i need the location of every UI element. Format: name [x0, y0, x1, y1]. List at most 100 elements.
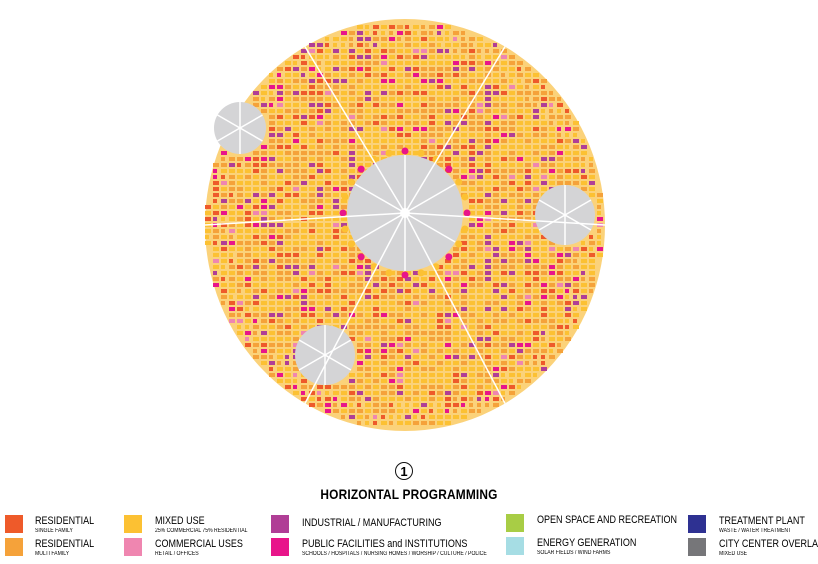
parcel	[469, 397, 473, 401]
parcel	[277, 253, 283, 257]
parcel	[333, 319, 339, 323]
parcel	[357, 283, 363, 287]
parcel	[293, 67, 299, 71]
parcel	[357, 337, 363, 341]
parcel	[421, 403, 427, 407]
parcel	[501, 151, 507, 155]
parcel	[269, 109, 275, 113]
parcel	[325, 55, 329, 59]
parcel	[293, 301, 299, 305]
parcel	[493, 223, 499, 227]
parcel	[325, 79, 331, 83]
parcel	[397, 31, 403, 35]
parcel	[541, 337, 545, 341]
parcel	[525, 301, 531, 305]
parcel	[549, 115, 555, 119]
parcel	[381, 31, 385, 35]
parcel	[405, 355, 411, 359]
parcel	[461, 145, 467, 149]
parcel	[421, 355, 427, 359]
parcel	[533, 97, 539, 101]
parcel	[381, 391, 387, 395]
parcel	[589, 181, 595, 185]
parcel	[437, 61, 443, 65]
parcel	[381, 283, 387, 287]
parcel	[333, 169, 339, 173]
parcel	[325, 391, 329, 395]
parcel	[517, 217, 523, 221]
parcel	[429, 79, 435, 83]
parcel	[525, 259, 531, 263]
parcel	[501, 187, 507, 191]
legend-sublabel: SCHOOLS / HOSPITALS / NURSING HOMES / WO…	[302, 551, 487, 557]
parcel	[573, 295, 577, 299]
parcel	[285, 199, 291, 203]
parcel	[245, 187, 251, 191]
parcel	[213, 247, 219, 251]
parcel	[469, 109, 475, 113]
parcel	[557, 319, 563, 323]
parcel	[269, 265, 275, 269]
parcel	[461, 103, 467, 107]
parcel	[365, 49, 371, 53]
parcel	[245, 289, 251, 293]
parcel	[541, 127, 547, 131]
parcel	[373, 397, 379, 401]
parcel	[541, 181, 547, 185]
parcel	[445, 115, 451, 119]
parcel	[245, 241, 251, 245]
parcel	[365, 325, 371, 329]
parcel	[405, 31, 411, 35]
parcel	[477, 337, 483, 341]
parcel	[349, 403, 353, 407]
parcel	[405, 367, 411, 371]
parcel	[413, 301, 419, 305]
parcel	[437, 55, 443, 59]
parcel	[421, 373, 427, 377]
parcel	[365, 127, 371, 131]
parcel	[445, 145, 451, 149]
parcel	[573, 163, 579, 167]
parcel	[213, 259, 219, 263]
parcel	[501, 331, 507, 335]
parcel	[309, 211, 315, 215]
parcel	[357, 157, 363, 161]
parcel	[365, 295, 371, 299]
parcel	[237, 283, 243, 287]
parcel	[493, 265, 499, 269]
parcel	[413, 277, 419, 281]
parcel	[461, 307, 467, 311]
parcel	[413, 409, 419, 413]
parcel	[445, 55, 451, 59]
parcel	[541, 283, 547, 287]
parcel	[597, 253, 603, 257]
parcel	[237, 223, 243, 227]
parcel	[421, 115, 427, 119]
parcel	[477, 133, 483, 137]
parcel	[365, 91, 371, 95]
parcel	[445, 361, 451, 365]
parcel	[485, 313, 491, 317]
parcel	[213, 277, 219, 281]
parcel	[269, 307, 275, 311]
parcel	[301, 73, 305, 77]
parcel	[333, 43, 337, 47]
parcel	[277, 91, 283, 95]
parcel	[485, 247, 491, 251]
parcel	[357, 271, 363, 275]
parcel	[397, 325, 403, 329]
parcel	[397, 307, 403, 311]
parcel	[317, 181, 323, 185]
parcel	[221, 289, 227, 293]
parcel	[277, 325, 283, 329]
parcel	[549, 109, 553, 113]
parcel	[397, 151, 403, 155]
parcel	[309, 139, 315, 143]
parcel	[557, 265, 563, 269]
parcel	[589, 193, 595, 197]
parcel	[269, 277, 275, 281]
parcel	[501, 223, 507, 227]
parcel	[221, 169, 227, 173]
parcel	[525, 355, 531, 359]
parcel	[413, 331, 419, 335]
